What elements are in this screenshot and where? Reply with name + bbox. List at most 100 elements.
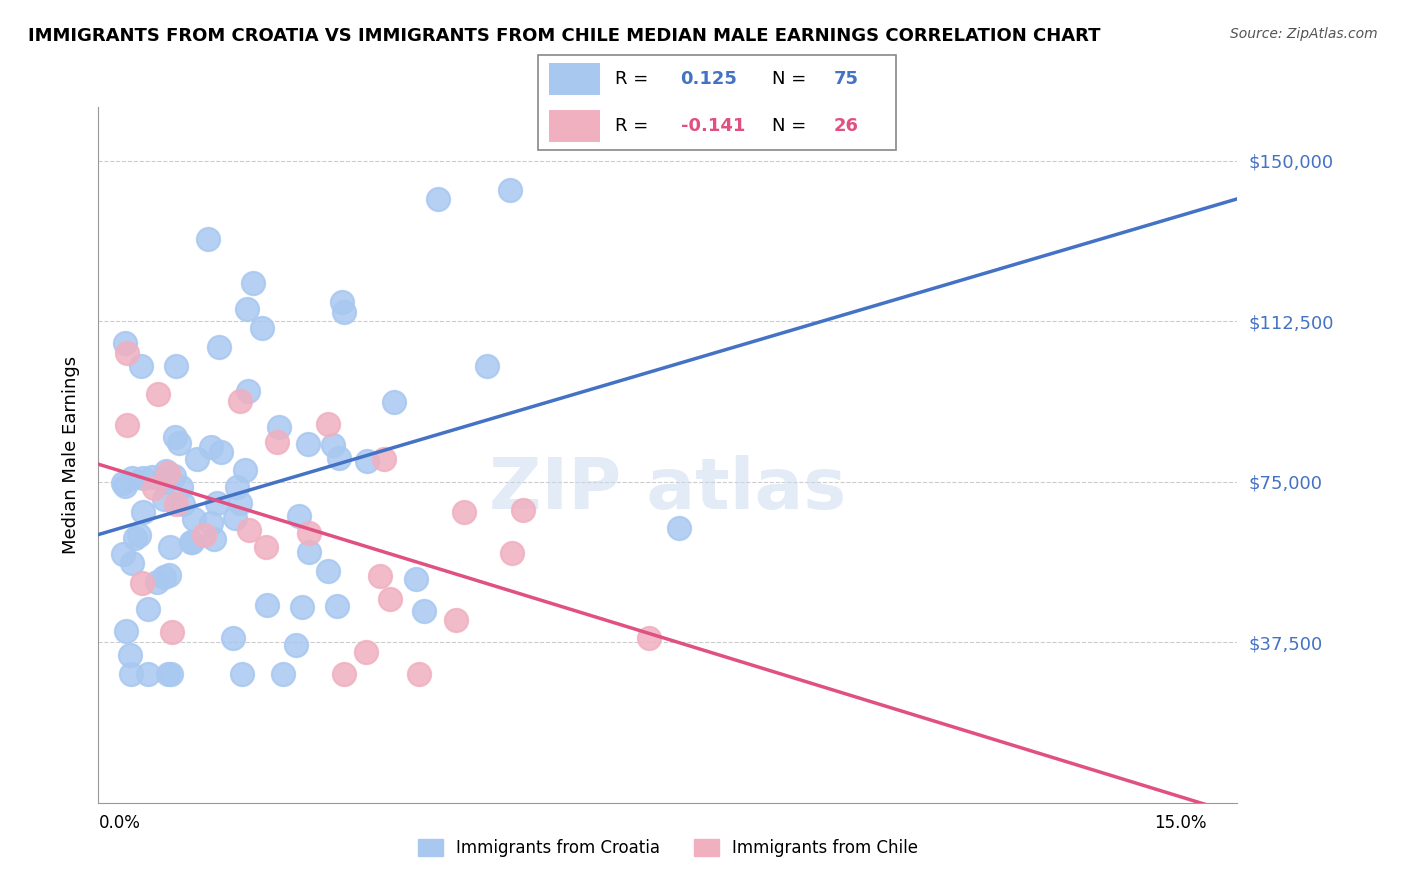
Point (333, 667, 356, 681)
Point (129, 359, 152, 373)
Point (378, 591, 401, 606)
Point (229, 496, 252, 510)
Point (287, 508, 309, 523)
Point (145, 575, 167, 590)
Point (316, 417, 339, 432)
Text: N =: N = (772, 117, 806, 135)
Point (146, 387, 169, 401)
Point (238, 523, 260, 537)
Point (114, 479, 136, 493)
Point (298, 526, 321, 541)
Point (120, 667, 142, 681)
Point (128, 528, 150, 542)
Point (291, 600, 314, 615)
Point (354, 645, 377, 659)
Point (382, 394, 405, 409)
Point (254, 540, 277, 554)
Point (172, 497, 194, 511)
Point (322, 438, 344, 452)
Point (114, 336, 136, 351)
Point (112, 547, 135, 561)
Point (200, 440, 222, 454)
Point (200, 516, 222, 531)
Point (228, 394, 250, 409)
Text: 75: 75 (834, 70, 859, 88)
Text: 0.125: 0.125 (681, 70, 737, 88)
Point (156, 467, 179, 481)
Point (121, 471, 143, 485)
Point (205, 495, 228, 509)
Point (637, 631, 659, 645)
Point (238, 384, 260, 398)
Text: ZIP atlas: ZIP atlas (489, 455, 846, 524)
Point (668, 521, 690, 535)
Point (167, 435, 190, 450)
Point (112, 475, 135, 490)
Point (141, 470, 163, 484)
Y-axis label: Median Male Earnings: Median Male Earnings (62, 356, 80, 554)
Point (153, 475, 176, 490)
Point (328, 451, 350, 466)
Point (197, 232, 219, 246)
Point (143, 481, 166, 495)
Point (115, 417, 138, 432)
Point (413, 604, 436, 618)
Point (222, 632, 245, 646)
Point (120, 648, 142, 662)
Point (405, 572, 427, 586)
Point (284, 639, 307, 653)
Point (163, 468, 186, 483)
Point (124, 531, 146, 545)
Point (159, 667, 181, 681)
Point (242, 276, 264, 290)
FancyBboxPatch shape (548, 111, 600, 142)
Text: -0.141: -0.141 (681, 117, 745, 135)
Point (156, 667, 179, 681)
Point (165, 359, 187, 373)
Point (202, 532, 225, 546)
Point (256, 598, 278, 612)
Point (444, 614, 467, 628)
Point (180, 535, 202, 549)
Point (209, 444, 232, 458)
Point (252, 321, 274, 335)
Point (333, 305, 356, 319)
Point (236, 302, 259, 317)
Point (297, 437, 319, 451)
Point (114, 624, 136, 639)
Text: Source: ZipAtlas.com: Source: ZipAtlas.com (1230, 27, 1378, 41)
Point (356, 454, 378, 468)
Text: R =: R = (614, 70, 648, 88)
Point (155, 464, 177, 478)
Point (512, 503, 534, 517)
Point (208, 340, 231, 354)
Point (136, 601, 159, 615)
Point (233, 463, 256, 477)
Point (477, 359, 499, 373)
Point (163, 430, 186, 444)
Point (121, 556, 143, 570)
Point (193, 528, 215, 542)
Point (159, 540, 181, 554)
Legend: Immigrants from Croatia, Immigrants from Chile: Immigrants from Croatia, Immigrants from… (418, 838, 918, 857)
Point (501, 546, 523, 560)
Point (225, 480, 247, 494)
Point (224, 511, 246, 525)
Text: R =: R = (614, 117, 648, 135)
Point (499, 183, 522, 197)
Point (136, 667, 159, 681)
Point (426, 192, 449, 206)
Point (326, 599, 349, 614)
Point (453, 505, 475, 519)
Point (183, 512, 205, 526)
Point (231, 667, 253, 681)
Text: 26: 26 (834, 117, 859, 135)
Point (269, 420, 291, 434)
Point (186, 452, 208, 467)
Text: N =: N = (772, 70, 806, 88)
Point (152, 570, 174, 584)
Point (271, 667, 294, 681)
Point (170, 479, 193, 493)
Point (157, 567, 180, 582)
Point (332, 295, 354, 310)
